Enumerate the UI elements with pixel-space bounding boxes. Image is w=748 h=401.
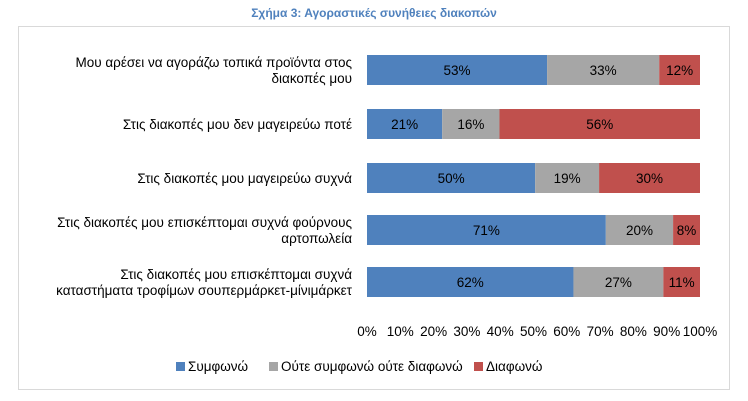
legend-swatch bbox=[474, 362, 483, 371]
category-label: Στις διακοπές μου μαγειρεύω συχνά bbox=[137, 171, 352, 186]
bar-segment bbox=[573, 267, 664, 297]
bar-segment bbox=[535, 163, 600, 193]
data-label: 33% bbox=[590, 63, 617, 78]
bar-segment bbox=[367, 215, 606, 245]
legend-swatch bbox=[176, 362, 185, 371]
x-tick-label: 40% bbox=[487, 324, 514, 339]
data-label: 11% bbox=[669, 275, 695, 290]
x-tick-label: 100% bbox=[683, 324, 718, 339]
bar-segment bbox=[605, 215, 674, 245]
category-label: Στις διακοπές μου δεν μαγειρεύω ποτέ bbox=[123, 117, 352, 132]
data-label: 21% bbox=[391, 117, 418, 132]
category-label: Στις διακοπές μου επισκέπτομαι συχνά bbox=[120, 267, 352, 282]
bar-segment bbox=[367, 163, 536, 193]
bar-segment bbox=[367, 55, 548, 85]
x-tick-label: 20% bbox=[420, 324, 447, 339]
x-tick-label: 80% bbox=[620, 324, 647, 339]
data-label: 50% bbox=[438, 171, 465, 186]
bar-segment bbox=[599, 163, 700, 193]
bar-segment bbox=[547, 55, 660, 85]
bar-segment bbox=[659, 55, 700, 85]
x-tick-label: 90% bbox=[653, 324, 680, 339]
data-label: 53% bbox=[444, 63, 471, 78]
data-label: 12% bbox=[666, 63, 693, 78]
category-label: αρτοπωλεία bbox=[281, 231, 352, 246]
legend-swatch bbox=[269, 362, 278, 371]
data-label: 71% bbox=[473, 223, 500, 238]
data-label: 20% bbox=[626, 223, 653, 238]
category-label: καταστήματα τροφίμων σουπερμάρκετ-μίνιμά… bbox=[56, 283, 353, 298]
data-label: 27% bbox=[605, 275, 632, 290]
chart-frame bbox=[18, 26, 730, 390]
legend-label: Συμφωνώ bbox=[188, 359, 248, 374]
data-label: 56% bbox=[586, 117, 613, 132]
data-label: 30% bbox=[636, 171, 663, 186]
data-label: 16% bbox=[457, 117, 484, 132]
x-tick-label: 70% bbox=[587, 324, 614, 339]
bar-segment bbox=[367, 109, 443, 139]
x-tick-label: 50% bbox=[520, 324, 547, 339]
category-label: Στις διακοπές μου επισκέπτομαι συχνά φού… bbox=[57, 215, 352, 230]
legend-label: Διαφωνώ bbox=[486, 359, 542, 374]
x-tick-label: 10% bbox=[387, 324, 414, 339]
bar-segment bbox=[663, 267, 700, 297]
bar-segment bbox=[673, 215, 700, 245]
bar-segment bbox=[442, 109, 500, 139]
bar-segment bbox=[499, 109, 700, 139]
legend-label: Ούτε συμφωνώ ούτε διαφωνώ bbox=[281, 359, 463, 374]
x-tick-label: 60% bbox=[553, 324, 580, 339]
data-label: 8% bbox=[677, 223, 697, 238]
category-label: Μου αρέσει να αγοράζω τοπικά προϊόντα στ… bbox=[75, 55, 352, 70]
chart-title: Σχήμα 3: Αγοραστικές συνήθειες διακοπών bbox=[251, 6, 497, 20]
data-label: 62% bbox=[457, 275, 484, 290]
x-tick-label: 30% bbox=[453, 324, 480, 339]
category-label: διακοπές μου bbox=[272, 71, 352, 86]
data-label: 19% bbox=[554, 171, 581, 186]
bar-segment bbox=[367, 267, 574, 297]
x-tick-label: 0% bbox=[357, 324, 377, 339]
